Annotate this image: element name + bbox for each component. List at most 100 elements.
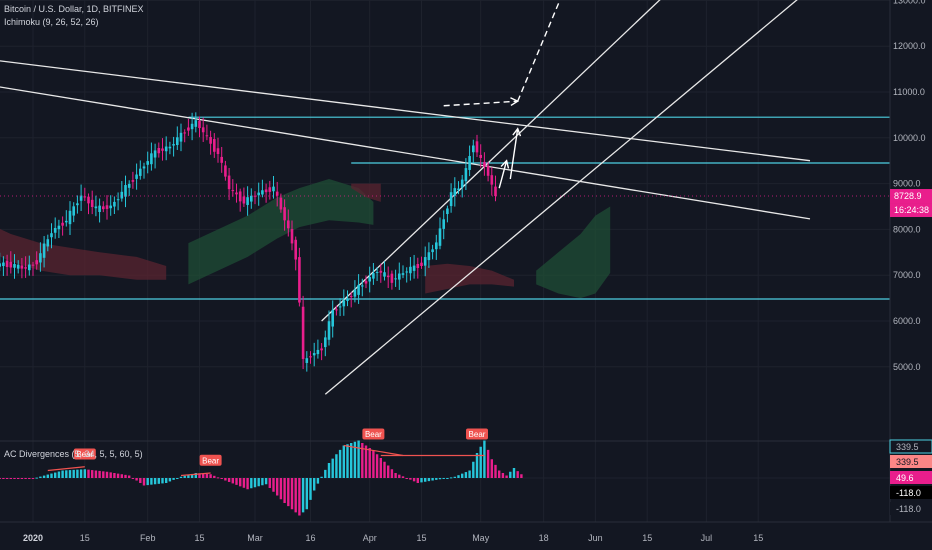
- histogram-bar: [109, 472, 112, 478]
- histogram-bar: [309, 478, 312, 500]
- candle-body: [287, 220, 290, 229]
- candle-body: [494, 186, 497, 197]
- divergence-line: [47, 466, 85, 472]
- histogram-bar: [383, 461, 386, 478]
- candle-body: [153, 150, 157, 158]
- trend-line[interactable]: [324, 0, 810, 395]
- histogram-bar: [264, 478, 268, 485]
- histogram-bar: [83, 469, 86, 478]
- x-tick-label: 15: [753, 533, 763, 543]
- histogram-bar: [520, 474, 523, 478]
- histogram-bar: [9, 478, 12, 479]
- histogram-bar: [13, 478, 16, 479]
- histogram-bar: [131, 478, 135, 479]
- candle-body: [468, 156, 471, 170]
- candle-body: [353, 289, 357, 297]
- candle-body: [331, 309, 334, 327]
- candle-body: [364, 281, 368, 284]
- projection-arrow[interactable]: [443, 100, 518, 107]
- projection-arrows[interactable]: [443, 0, 574, 189]
- candle-body: [394, 278, 397, 280]
- candle-body: [390, 273, 394, 283]
- x-tick-label: 15: [80, 533, 90, 543]
- x-tick-label: 18: [539, 533, 549, 543]
- candle-body: [164, 146, 168, 152]
- histogram-bar: [350, 443, 353, 478]
- histogram-bar: [509, 471, 512, 478]
- histogram-bar: [142, 478, 146, 486]
- histogram-bar: [387, 465, 390, 478]
- y-tick-label: 9000.0: [893, 179, 921, 189]
- bear-label: Bear: [76, 450, 93, 459]
- candle-body: [490, 175, 494, 185]
- candle-body: [435, 242, 438, 250]
- symbol-legend[interactable]: Bitcoin / U.S. Dollar, 1D, BITFINEX: [4, 4, 144, 14]
- candle-body: [383, 272, 386, 277]
- histogram-bar: [301, 478, 305, 513]
- histogram-bar: [483, 440, 486, 478]
- histogram-bar: [2, 478, 5, 479]
- x-tick-label: Apr: [363, 533, 377, 543]
- main-pane[interactable]: [0, 0, 890, 522]
- candle-body: [386, 275, 390, 278]
- histogram-bar: [242, 478, 246, 488]
- projection-arrow[interactable]: [509, 128, 519, 180]
- histogram-bar: [324, 469, 327, 478]
- trend-line[interactable]: [0, 74, 811, 220]
- trend-line[interactable]: [321, 0, 703, 322]
- horizontal-levels[interactable]: [0, 0, 890, 300]
- trend-lines[interactable]: [0, 0, 811, 395]
- oscillator-pane[interactable]: Bear Bear Bear Bear: [0, 428, 890, 516]
- histogram-bar: [135, 478, 138, 481]
- histogram-bar: [372, 450, 375, 478]
- price-scale[interactable]: [890, 0, 932, 522]
- histogram-bar: [172, 478, 175, 480]
- candle-body: [124, 185, 127, 197]
- candle-body: [431, 249, 434, 253]
- histogram-bar: [246, 478, 249, 490]
- histogram-bar: [516, 471, 519, 478]
- candle-body: [94, 206, 98, 209]
- histogram-bar: [161, 478, 164, 484]
- histogram-bar: [20, 478, 24, 479]
- histogram-bar: [120, 474, 123, 478]
- histogram-bar: [209, 474, 212, 478]
- oscillator-value-badge: [890, 471, 932, 484]
- candle-body: [109, 205, 112, 209]
- projection-arrow[interactable]: [498, 160, 508, 189]
- arrow-head: [512, 127, 522, 137]
- oscillator-legend[interactable]: AC Divergences (5, 34, 5, 5, 60, 5): [4, 449, 143, 459]
- candle-body: [309, 356, 312, 358]
- projection-arrow[interactable]: [517, 0, 574, 102]
- candle-body: [201, 127, 205, 133]
- y-tick-label: 10000.0: [893, 133, 926, 143]
- histogram-bar: [427, 478, 431, 482]
- histogram-bar: [231, 478, 234, 484]
- y-tick-label: 11000.0: [893, 87, 925, 97]
- ichimoku-legend[interactable]: Ichimoku (9, 26, 52, 26): [4, 17, 99, 27]
- histogram-bar: [239, 478, 242, 487]
- trend-line[interactable]: [0, 51, 811, 162]
- histogram-bar: [72, 469, 75, 478]
- histogram-bar: [146, 478, 149, 486]
- y-tick-label: 12000.0: [893, 41, 926, 51]
- histogram-bar: [331, 458, 334, 478]
- bear-label-box: [199, 454, 222, 466]
- bear-label: Bear: [365, 430, 382, 439]
- bear-annotations: Bear Bear Bear Bear: [73, 428, 488, 466]
- candle-body: [312, 353, 316, 356]
- histogram-bar: [475, 453, 479, 478]
- histogram-bar: [283, 478, 286, 503]
- histogram-bar: [405, 478, 408, 479]
- candle-body: [105, 205, 109, 209]
- histogram-bar: [139, 478, 142, 483]
- candle-body: [279, 197, 283, 210]
- candle-body: [275, 191, 279, 196]
- candle-body: [357, 284, 360, 295]
- histogram-bar: [194, 473, 197, 478]
- histogram-bar: [494, 464, 497, 478]
- last-price-badge[interactable]: [890, 189, 932, 204]
- histogram-bar: [420, 478, 423, 483]
- candle-body: [102, 206, 105, 210]
